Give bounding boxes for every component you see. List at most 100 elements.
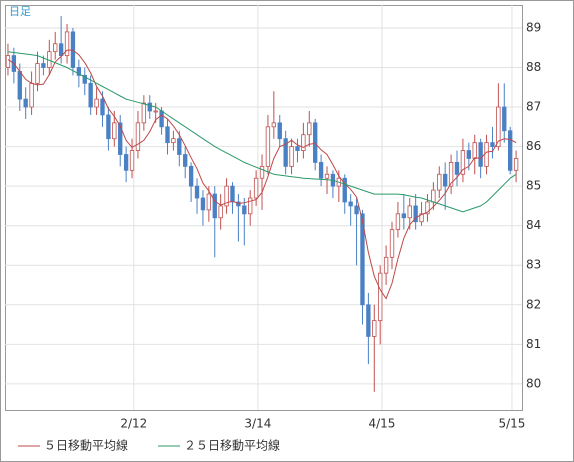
candle-body — [194, 185, 200, 199]
candle-body — [183, 154, 188, 167]
x-tick-label: 2/12 — [120, 417, 147, 431]
candle-body — [41, 63, 46, 68]
candle-body — [401, 213, 407, 219]
moving-average-line — [7, 49, 517, 300]
candle-body — [354, 205, 359, 215]
y-tick-label: 85 — [526, 179, 541, 193]
moving-average-line — [7, 51, 517, 213]
candle-body — [419, 213, 424, 223]
y-tick-label: 82 — [526, 297, 541, 311]
candle-body — [478, 142, 483, 167]
candle-body — [425, 201, 430, 215]
candle-body — [82, 75, 87, 84]
candle-body — [118, 122, 123, 155]
candle-body — [265, 126, 271, 167]
candle-body — [242, 205, 247, 215]
candle-body — [378, 272, 383, 322]
candle-body — [253, 177, 259, 199]
y-tick-label: 81 — [526, 337, 541, 351]
candle-body — [360, 213, 365, 306]
plot-area — [5, 5, 523, 411]
candle-body — [466, 150, 471, 159]
candle-body — [454, 162, 460, 175]
x-tick-label: 4/15 — [368, 417, 395, 431]
candle-body — [100, 98, 105, 116]
candle-body — [496, 106, 501, 147]
candle-body — [313, 122, 318, 163]
candle-body — [295, 146, 300, 151]
candle-body — [230, 185, 235, 203]
candle-body — [513, 158, 519, 171]
candle-body — [88, 82, 93, 108]
candle-body — [431, 189, 436, 203]
candle-body — [17, 71, 22, 100]
candle-body — [283, 138, 288, 167]
legend-label: ２５日移動平均線 — [184, 438, 280, 453]
y-tick-label: 87 — [526, 100, 541, 114]
candle-body — [389, 229, 395, 258]
y-tick-label: 89 — [526, 20, 541, 34]
candle-body — [5, 55, 11, 68]
candle-body — [53, 43, 58, 53]
x-tick-label: 3/14 — [244, 417, 271, 431]
candle-body — [177, 138, 182, 155]
candle-body — [58, 43, 64, 57]
candle-body — [171, 138, 176, 144]
candle-body — [472, 142, 477, 159]
candle-body — [443, 173, 448, 187]
candle-body — [29, 82, 34, 108]
legend-label: ５日移動平均線 — [44, 438, 128, 453]
y-tick-label: 86 — [526, 139, 541, 153]
candle-body — [318, 162, 324, 179]
candle-body — [460, 150, 466, 175]
candle-body — [64, 31, 70, 57]
candle-body — [395, 213, 401, 231]
candle-body — [502, 106, 507, 132]
candle-body — [141, 102, 147, 124]
candle-body — [23, 98, 28, 108]
candle-body — [271, 122, 277, 128]
chart-label: 日足 — [9, 5, 31, 18]
candle-body — [76, 67, 82, 76]
candle-body — [508, 130, 513, 171]
y-tick-label: 83 — [526, 258, 541, 272]
y-tick-label: 88 — [526, 60, 541, 74]
candle-body — [366, 304, 371, 337]
candle-body — [165, 126, 170, 144]
candle-body — [348, 201, 353, 207]
candle-body — [224, 185, 229, 207]
candle-body — [147, 102, 152, 112]
candle-body — [372, 320, 377, 337]
candle-body — [289, 146, 294, 167]
candle-body — [324, 173, 330, 179]
candle-body — [248, 197, 253, 215]
candle-body — [112, 122, 117, 140]
candle-body — [212, 193, 217, 219]
candle-body — [106, 114, 111, 140]
candle-body — [123, 154, 129, 171]
candle-body — [301, 134, 306, 151]
candle-body — [94, 98, 99, 108]
candle-body — [307, 122, 312, 136]
candle-body — [437, 173, 442, 191]
candle-body — [200, 197, 206, 211]
candle-body — [484, 142, 489, 167]
y-tick-label: 84 — [526, 218, 541, 232]
candle-body — [188, 165, 194, 187]
candle-body — [35, 63, 40, 84]
candle-body — [383, 256, 389, 274]
candle-body — [407, 205, 412, 219]
candle-body — [413, 205, 418, 223]
candle-body — [259, 165, 265, 179]
candle-body — [135, 122, 141, 151]
candle-body — [153, 110, 158, 113]
y-tick-label: 80 — [526, 376, 541, 390]
candle-body — [206, 193, 212, 211]
candle-body — [159, 110, 164, 128]
candle-body — [277, 122, 282, 140]
candle-body — [129, 150, 135, 171]
candle-body — [448, 162, 454, 187]
candle-body — [342, 177, 347, 203]
candle-body — [490, 142, 495, 147]
